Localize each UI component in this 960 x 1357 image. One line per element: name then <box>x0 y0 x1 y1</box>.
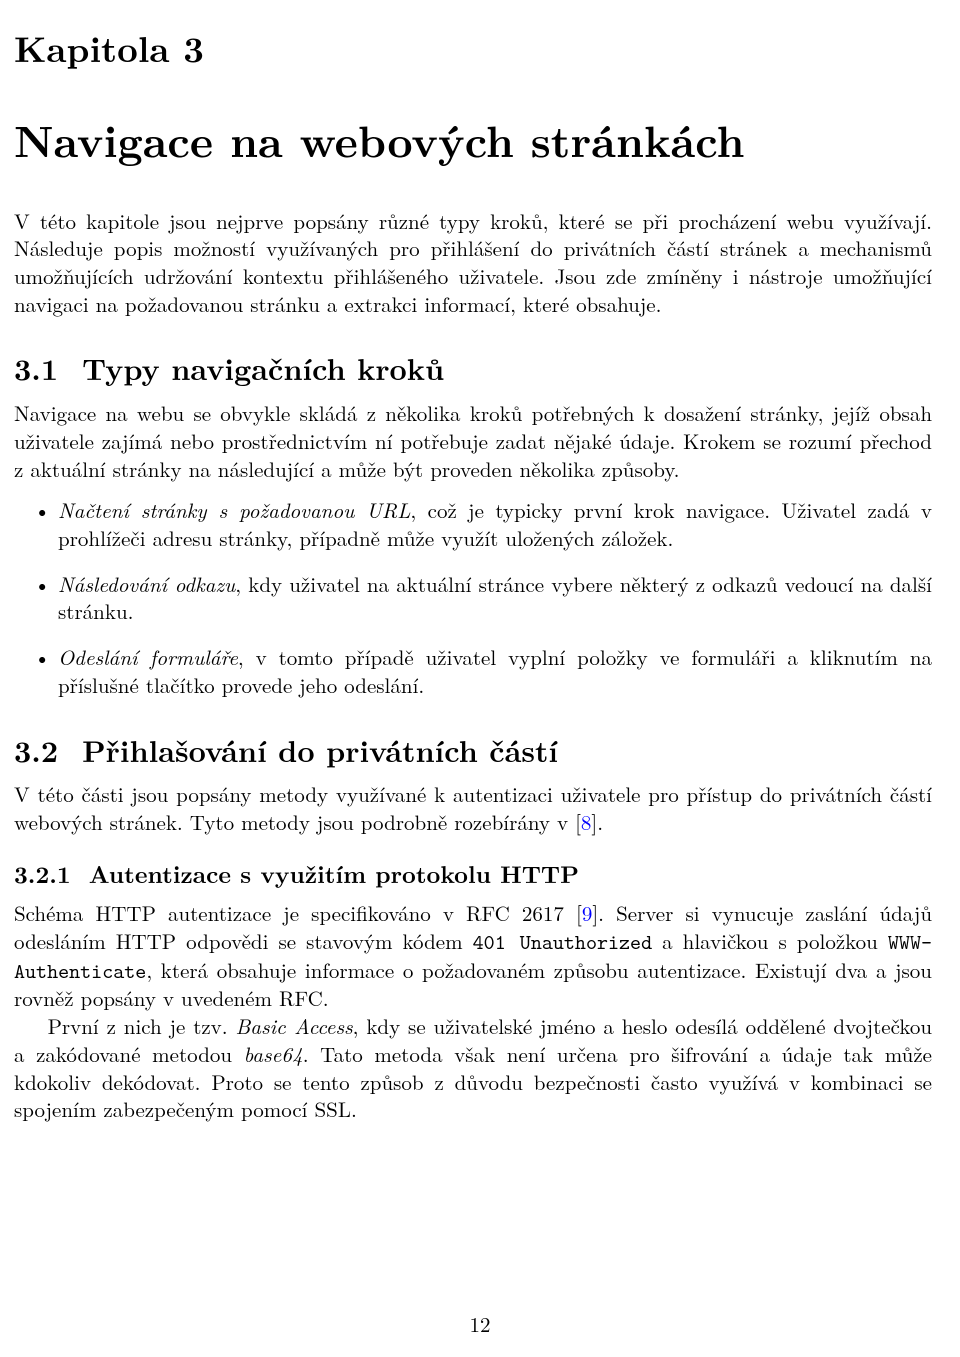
text-run: Schéma HTTP autentizace je specifikováno… <box>14 898 582 928</box>
section-title-text: Přihlašování do privátních částí <box>82 728 558 771</box>
bullet-lead: Načtení stránky s požadovanou URL <box>58 495 410 525</box>
navigation-steps-list: Načtení stránky s požadovanou URL, což j… <box>14 497 932 699</box>
italic-text: base64 <box>244 1039 303 1069</box>
section-3-2-heading: 3.2 Přihlašování do privátních částí <box>14 730 932 770</box>
italic-text: Basic Access <box>235 1011 352 1041</box>
chapter-label: Kapitola 3 <box>14 24 932 72</box>
list-item: Načtení stránky s požadovanou URL, což j… <box>14 497 932 552</box>
subsection-number: 3.2.1 <box>14 857 71 891</box>
section-3-2-paragraph: V této části jsou popsány metody využíva… <box>14 781 932 836</box>
subsection-3-2-1-paragraph-1: Schéma HTTP autentizace je specifikováno… <box>14 900 932 1013</box>
text-run: ]. <box>591 807 603 837</box>
section-title-text: Typy navigačních kroků <box>82 346 444 389</box>
page-number: 12 <box>0 1311 960 1339</box>
section-3-1-heading: 3.1 Typy navigačních kroků <box>14 348 932 388</box>
subsection-title-text: Autentizace s využitím protokolu HTTP <box>89 857 579 891</box>
text-run: V této části jsou popsány metody využíva… <box>14 779 932 837</box>
list-item: Odeslání formuláře, v tomto případě uživ… <box>14 644 932 699</box>
bullet-lead: Následování odkazu <box>58 569 235 599</box>
chapter-title: Navigace na webových stránkách <box>14 110 932 168</box>
section-3-1-paragraph: Navigace na webu se obvykle skládá z něk… <box>14 400 932 483</box>
citation-link-8[interactable]: 8 <box>581 807 592 837</box>
subsection-3-2-1-heading: 3.2.1 Autentizace s využitím protokolu HT… <box>14 859 932 891</box>
text-run: První z nich je tzv. <box>48 1011 236 1041</box>
text-run: a hlavičkou s položkou <box>652 926 888 956</box>
section-number: 3.2 <box>14 728 58 771</box>
text-run: , která obsahuje informace o požadovaném… <box>14 955 932 1014</box>
bullet-lead: Odeslání formuláře <box>58 642 238 672</box>
code-text: 401 Unauthorized <box>473 928 652 956</box>
citation-link-9[interactable]: 9 <box>582 898 593 928</box>
list-item: Následování odkazu, kdy uživatel na aktu… <box>14 571 932 626</box>
page: Kapitola 3 Navigace na webových stránkác… <box>0 0 960 1357</box>
subsection-3-2-1-paragraph-2: První z nich je tzv. Basic Access, kdy s… <box>14 1013 932 1124</box>
intro-paragraph: V této kapitole jsou nejprve popsány růz… <box>14 208 932 319</box>
section-number: 3.1 <box>14 346 58 389</box>
